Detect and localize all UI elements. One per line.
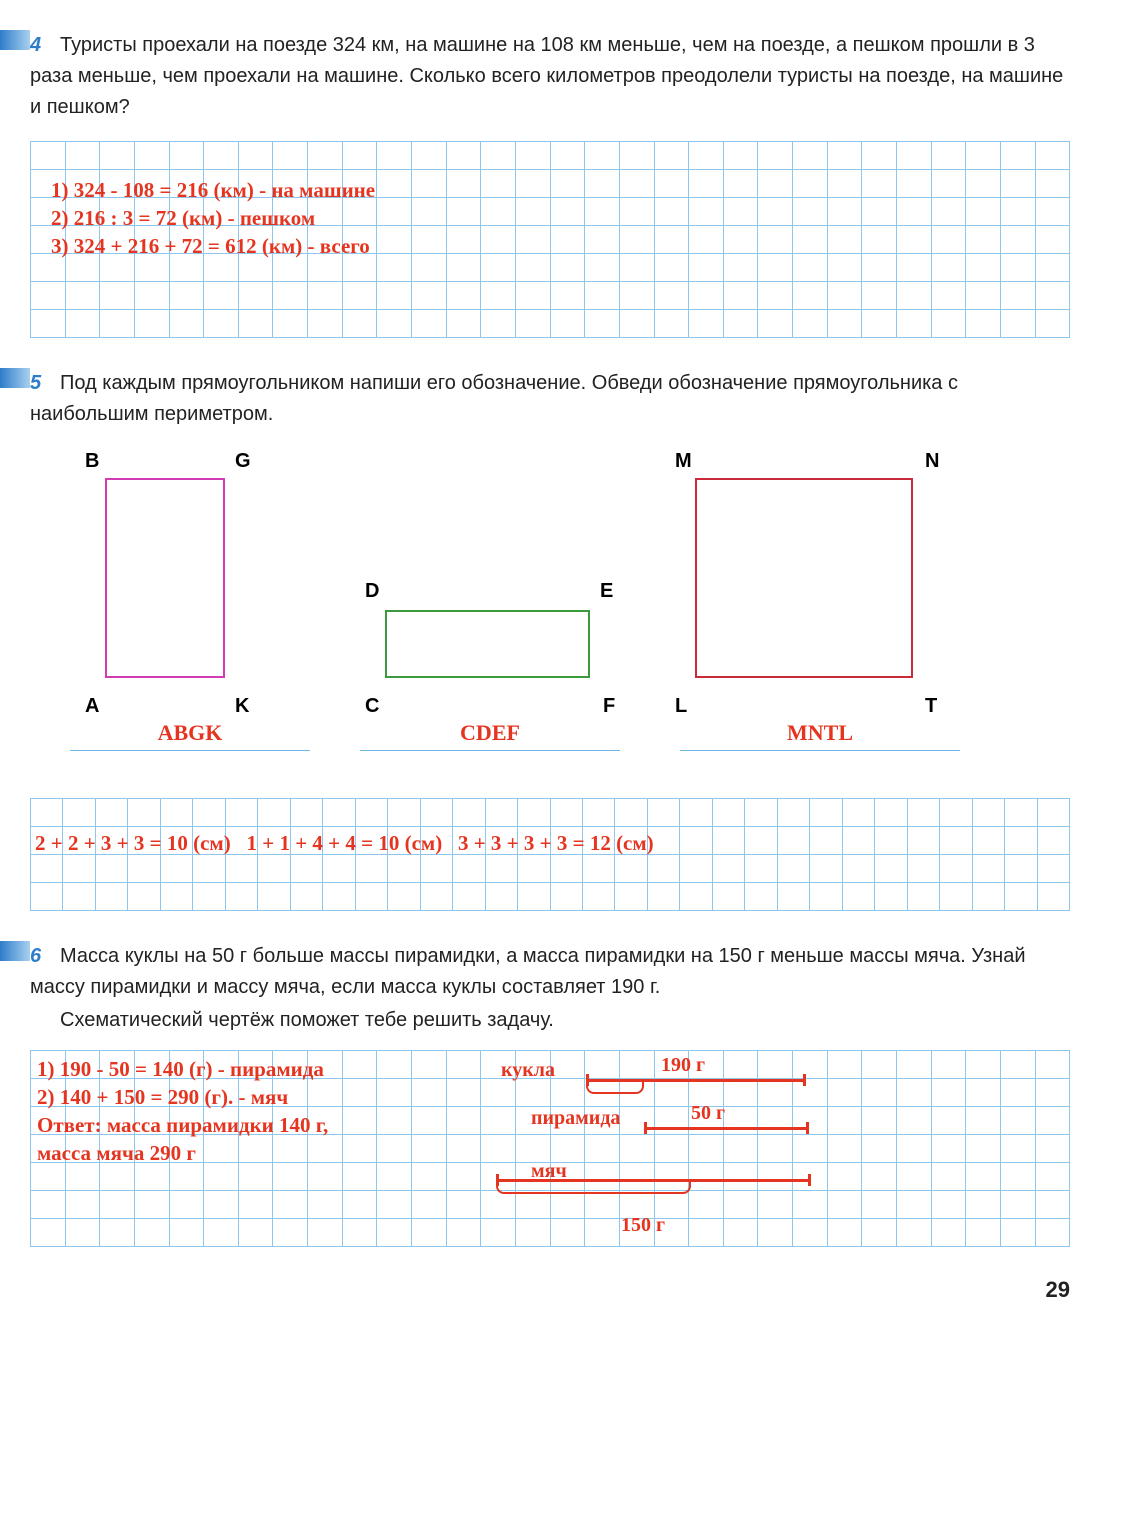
problem-text-2: Схематический чертёж поможет тебе решить… (60, 1009, 1070, 1032)
schematic-label: пирамида (531, 1104, 620, 1132)
problem-4: 4Туристы проехали на поезде 324 км, на м… (30, 30, 1070, 338)
schematic: кукла190 гпирамида50 гмяч150 г (31, 1051, 1070, 1247)
problem-text: Под каждым прямоугольником напиши его об… (30, 372, 958, 425)
vertex-label: B (85, 450, 99, 473)
shape-answer: CDEF (360, 720, 620, 751)
problem-number: 4 (30, 34, 60, 57)
problem-5: 5Под каждым прямоугольником напиши его о… (30, 368, 1070, 911)
rectangle (385, 610, 590, 678)
shape-answer: MNTL (680, 720, 960, 751)
perimeter-text: 2 + 2 + 3 + 3 = 10 (см) 1 + 1 + 4 + 4 = … (31, 799, 1070, 911)
vertex-label: E (600, 580, 613, 603)
shape-answer: ABGK (70, 720, 310, 751)
vertex-label: D (365, 580, 379, 603)
vertex-label: A (85, 695, 99, 718)
problem-number: 6 (30, 945, 60, 968)
page-number: 29 (30, 1277, 1070, 1303)
schematic-label: 50 г (691, 1099, 725, 1127)
rectangle (105, 478, 225, 678)
problem-text: Масса куклы на 50 г больше массы пирамид… (30, 945, 1026, 998)
vertex-label: N (925, 450, 939, 473)
problem-number: 5 (30, 372, 60, 395)
answer-text: 1) 324 - 108 = 216 (км) - на машине2) 21… (31, 142, 1070, 338)
answer-grid: 1) 324 - 108 = 216 (км) - на машине2) 21… (30, 141, 1070, 338)
vertex-label: F (603, 695, 615, 718)
vertex-label: L (675, 695, 687, 718)
problem-text: Туристы проехали на поезде 324 км, на ма… (30, 34, 1063, 118)
perimeter-grid: 2 + 2 + 3 + 3 = 10 (см) 1 + 1 + 4 + 4 = … (30, 798, 1070, 911)
schematic-brace (496, 1182, 691, 1194)
section-tab (0, 368, 30, 388)
vertex-label: M (675, 450, 692, 473)
section-tab (0, 30, 30, 50)
section-tab (0, 941, 30, 961)
shapes-area: B G A KABGK D E C FCDEF M N L TMNTL (30, 450, 1070, 750)
schematic-bar (644, 1127, 809, 1130)
vertex-label: K (235, 695, 249, 718)
vertex-label: C (365, 695, 379, 718)
problem-6: 6Масса куклы на 50 г больше массы пирами… (30, 941, 1070, 1247)
schematic-label: 190 г (661, 1051, 705, 1079)
schematic-label: 150 г (621, 1211, 665, 1239)
vertex-label: G (235, 450, 251, 473)
schematic-label: кукла (501, 1056, 555, 1084)
answer-grid: 1) 190 - 50 = 140 (г) - пирамида2) 140 +… (30, 1050, 1070, 1247)
vertex-label: T (925, 695, 937, 718)
rectangle (695, 478, 913, 678)
schematic-brace (586, 1082, 644, 1094)
